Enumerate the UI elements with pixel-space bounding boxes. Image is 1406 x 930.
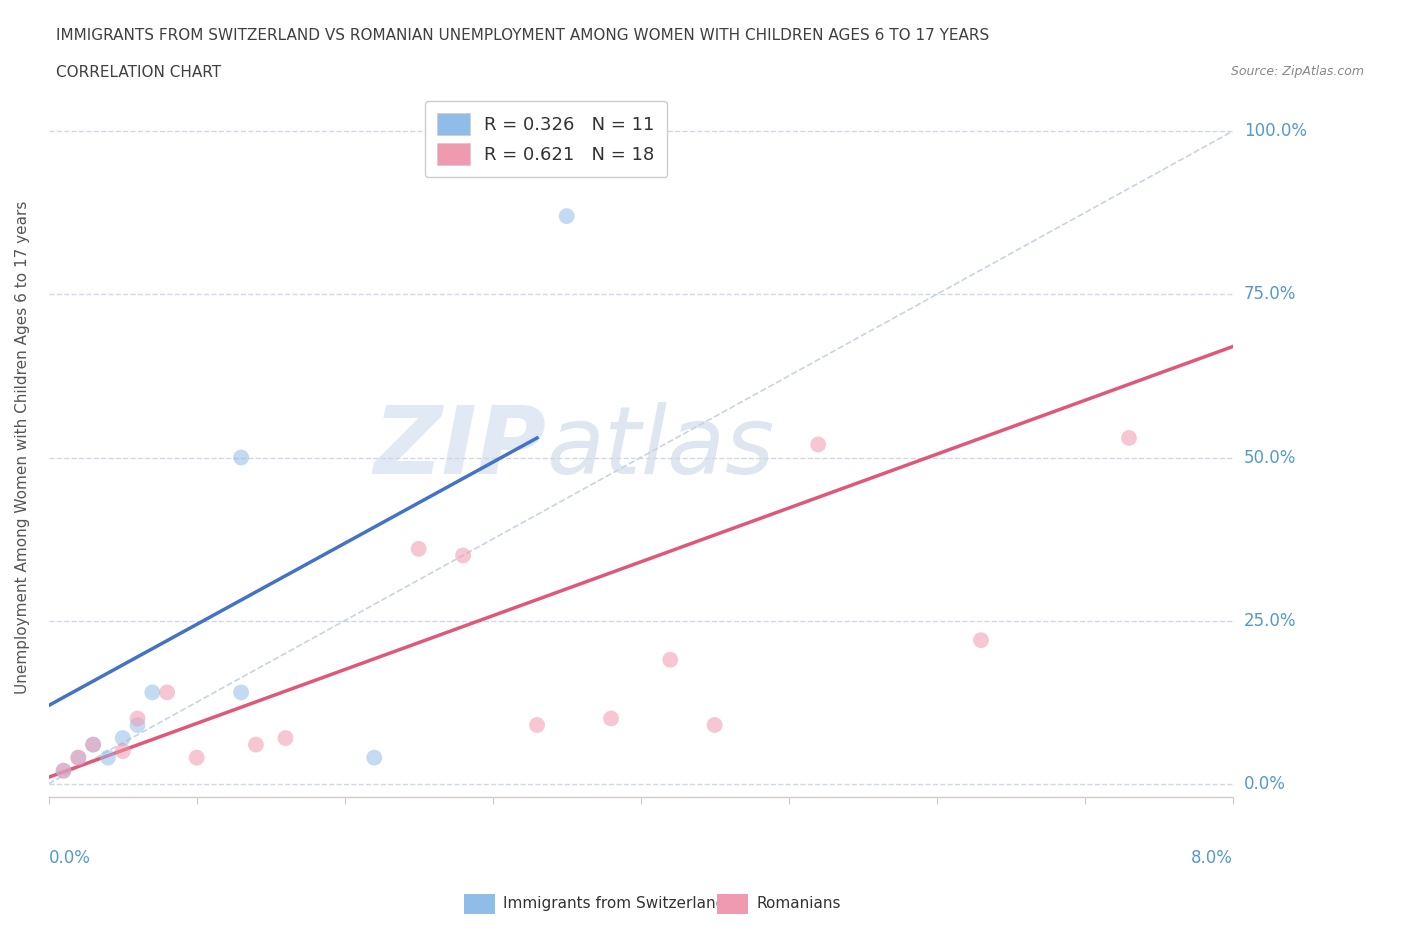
Point bbox=[363, 751, 385, 765]
Point bbox=[111, 731, 134, 746]
Y-axis label: Unemployment Among Women with Children Ages 6 to 17 years: Unemployment Among Women with Children A… bbox=[15, 201, 30, 695]
Point bbox=[97, 751, 120, 765]
Point bbox=[229, 685, 252, 700]
Text: atlas: atlas bbox=[546, 403, 775, 493]
Text: CORRELATION CHART: CORRELATION CHART bbox=[56, 65, 221, 80]
Text: 25.0%: 25.0% bbox=[1244, 612, 1296, 630]
Point bbox=[127, 718, 149, 733]
Text: IMMIGRANTS FROM SWITZERLAND VS ROMANIAN UNEMPLOYMENT AMONG WOMEN WITH CHILDREN A: IMMIGRANTS FROM SWITZERLAND VS ROMANIAN … bbox=[56, 28, 990, 43]
Point bbox=[408, 541, 430, 556]
Point bbox=[141, 685, 163, 700]
Point bbox=[52, 764, 75, 778]
Point bbox=[807, 437, 830, 452]
Legend: R = 0.326   N = 11, R = 0.621   N = 18: R = 0.326 N = 11, R = 0.621 N = 18 bbox=[425, 100, 668, 178]
Text: Romanians: Romanians bbox=[756, 897, 841, 911]
Text: 0.0%: 0.0% bbox=[1244, 775, 1285, 792]
Point bbox=[451, 548, 474, 563]
Point bbox=[526, 718, 548, 733]
Point bbox=[186, 751, 208, 765]
Point bbox=[82, 737, 104, 752]
Point bbox=[970, 632, 993, 647]
Point bbox=[82, 737, 104, 752]
Point bbox=[229, 450, 252, 465]
Point bbox=[67, 751, 90, 765]
Text: Source: ZipAtlas.com: Source: ZipAtlas.com bbox=[1230, 65, 1364, 78]
Point bbox=[600, 711, 623, 726]
Text: 75.0%: 75.0% bbox=[1244, 286, 1296, 303]
Point bbox=[1118, 431, 1140, 445]
Point bbox=[555, 208, 578, 223]
Text: 0.0%: 0.0% bbox=[49, 849, 90, 867]
Point bbox=[245, 737, 267, 752]
Point bbox=[274, 731, 297, 746]
Point bbox=[659, 652, 682, 667]
Point bbox=[127, 711, 149, 726]
Text: Immigrants from Switzerland: Immigrants from Switzerland bbox=[503, 897, 725, 911]
Text: 100.0%: 100.0% bbox=[1244, 123, 1306, 140]
Point bbox=[111, 744, 134, 759]
Text: 50.0%: 50.0% bbox=[1244, 448, 1296, 467]
Text: 8.0%: 8.0% bbox=[1191, 849, 1233, 867]
Point bbox=[156, 685, 179, 700]
Point bbox=[703, 718, 725, 733]
Point bbox=[67, 751, 90, 765]
Text: ZIP: ZIP bbox=[373, 402, 546, 494]
Point bbox=[52, 764, 75, 778]
